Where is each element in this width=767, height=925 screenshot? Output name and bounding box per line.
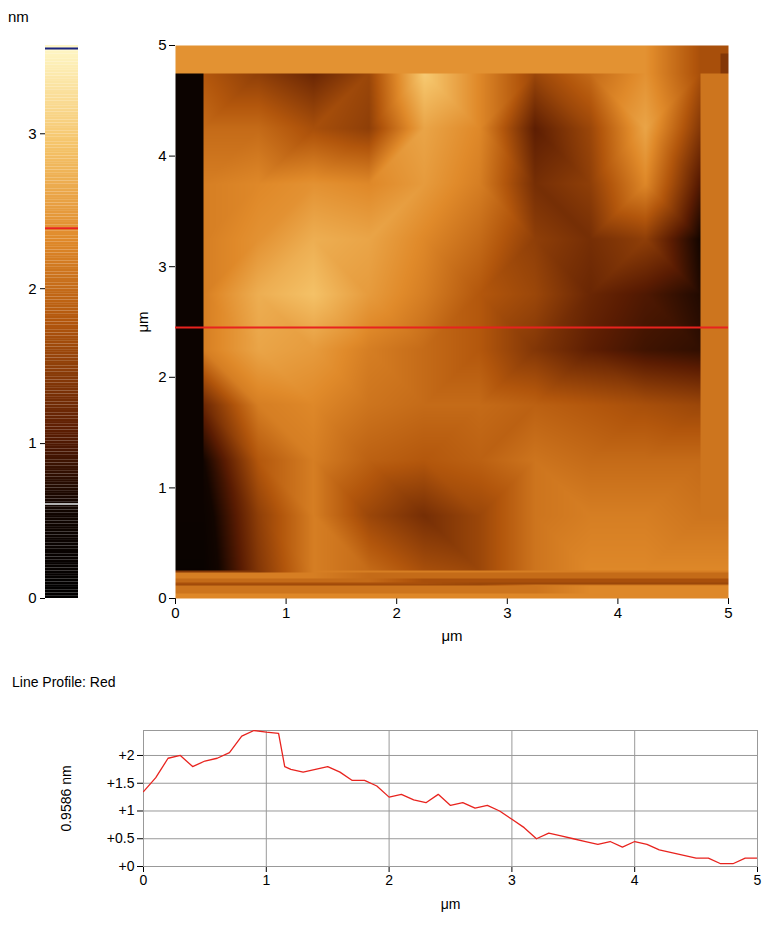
svg-text:2: 2 <box>393 604 401 621</box>
svg-text:+2: +2 <box>119 747 135 763</box>
svg-text:+1: +1 <box>119 802 135 818</box>
svg-text:+1.5: +1.5 <box>107 775 135 791</box>
svg-text:μm: μm <box>441 896 461 912</box>
svg-text:3: 3 <box>508 872 516 888</box>
html-text:nm: nm <box>8 8 29 25</box>
svg-text:4: 4 <box>614 604 622 621</box>
svg-text:4: 4 <box>631 872 639 888</box>
svg-text:4: 4 <box>158 147 166 164</box>
svg-text:3: 3 <box>503 604 511 621</box>
svg-text:5: 5 <box>754 872 762 888</box>
svg-text:+0.5: +0.5 <box>107 830 135 846</box>
svg-text:0.9586 nm: 0.9586 nm <box>58 765 74 831</box>
svg-text:1: 1 <box>28 434 36 451</box>
svg-text:1: 1 <box>262 872 270 888</box>
svg-text:2: 2 <box>385 872 393 888</box>
svg-text:0: 0 <box>171 604 179 621</box>
svg-text:1: 1 <box>282 604 290 621</box>
svg-text:0: 0 <box>158 589 166 606</box>
svg-text:μm: μm <box>134 311 151 332</box>
svg-text:3: 3 <box>28 125 36 142</box>
svg-text:0: 0 <box>28 589 36 606</box>
svg-text:2: 2 <box>28 279 36 296</box>
svg-text:μm: μm <box>441 627 462 644</box>
svg-text:5: 5 <box>724 604 732 621</box>
svg-text:0: 0 <box>140 872 148 888</box>
svg-text:5: 5 <box>158 36 166 53</box>
svg-text:3: 3 <box>158 258 166 275</box>
svg-text:2: 2 <box>158 368 166 385</box>
svg-text:1: 1 <box>158 479 166 496</box>
svg-text:+0: +0 <box>119 858 135 874</box>
html-text:Line Profile: Red: Line Profile: Red <box>12 674 116 690</box>
